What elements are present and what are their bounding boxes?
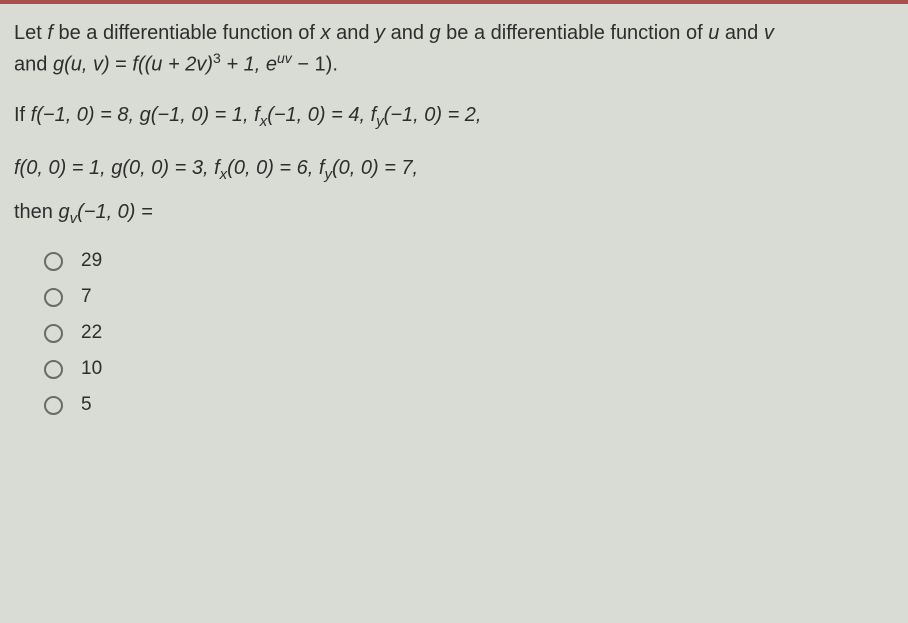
- expr: f(0, 0) = 1,: [14, 157, 111, 179]
- txt: and: [14, 54, 53, 76]
- expr: (−1, 0) =: [77, 201, 153, 223]
- exp-3: 3: [213, 50, 221, 66]
- expr: + 1, e: [221, 54, 277, 76]
- problem-text: Let f be a differentiable function of x …: [14, 18, 894, 230]
- option-label: 29: [81, 250, 102, 272]
- sub-y: y: [324, 166, 332, 183]
- given-line-2: f(0, 0) = 1, g(0, 0) = 3, fx(0, 0) = 6, …: [14, 153, 894, 187]
- var-v: v: [764, 22, 774, 44]
- eq: =: [110, 54, 133, 76]
- radio-icon[interactable]: [44, 324, 63, 343]
- given-line-1: If f(−1, 0) = 8, g(−1, 0) = 1, fx(−1, 0)…: [14, 100, 894, 134]
- var-x: x: [321, 22, 331, 44]
- var-g: g: [430, 22, 441, 44]
- radio-icon[interactable]: [44, 396, 63, 415]
- radio-icon[interactable]: [44, 252, 63, 271]
- expr: g(0, 0) = 3,: [111, 157, 214, 179]
- option-label: 5: [81, 394, 92, 416]
- sub-v: v: [70, 210, 78, 227]
- txt: and: [719, 22, 763, 44]
- expr: ((u + 2v): [138, 54, 213, 76]
- var-g: g: [53, 54, 64, 76]
- option-label: 22: [81, 322, 102, 344]
- then: then: [14, 201, 58, 223]
- txt: Let: [14, 22, 47, 44]
- question-container: Let f be a differentiable function of x …: [0, 4, 908, 416]
- options-list: 29 7 22 10 5: [14, 250, 894, 416]
- radio-icon[interactable]: [44, 288, 63, 307]
- txt: and: [385, 22, 429, 44]
- txt: be a differentiable function of: [441, 22, 709, 44]
- expr: (−1, 0) = 4,: [267, 104, 370, 126]
- txt: and: [331, 22, 375, 44]
- option-0[interactable]: 29: [44, 250, 894, 272]
- expr: f(−1, 0) = 8,: [31, 104, 140, 126]
- var-g: g: [58, 201, 69, 223]
- var-y: y: [375, 22, 385, 44]
- expr: (−1, 0) = 2,: [384, 104, 482, 126]
- intro-paragraph: Let f be a differentiable function of x …: [14, 18, 894, 80]
- question-prompt: then gv(−1, 0) =: [14, 197, 894, 231]
- exp-uv: uv: [277, 50, 292, 66]
- option-label: 7: [81, 286, 92, 308]
- expr: (0, 0) = 6,: [227, 157, 319, 179]
- sub-y: y: [376, 113, 384, 130]
- option-2[interactable]: 22: [44, 322, 894, 344]
- option-4[interactable]: 5: [44, 394, 894, 416]
- txt: be a differentiable function of: [53, 22, 321, 44]
- args: (u, v): [64, 54, 110, 76]
- if: If: [14, 104, 31, 126]
- expr: g(−1, 0) = 1,: [140, 104, 255, 126]
- var-u: u: [708, 22, 719, 44]
- expr: − 1).: [292, 54, 338, 76]
- radio-icon[interactable]: [44, 360, 63, 379]
- expr: (0, 0) = 7,: [332, 157, 418, 179]
- option-label: 10: [81, 358, 102, 380]
- option-1[interactable]: 7: [44, 286, 894, 308]
- option-3[interactable]: 10: [44, 358, 894, 380]
